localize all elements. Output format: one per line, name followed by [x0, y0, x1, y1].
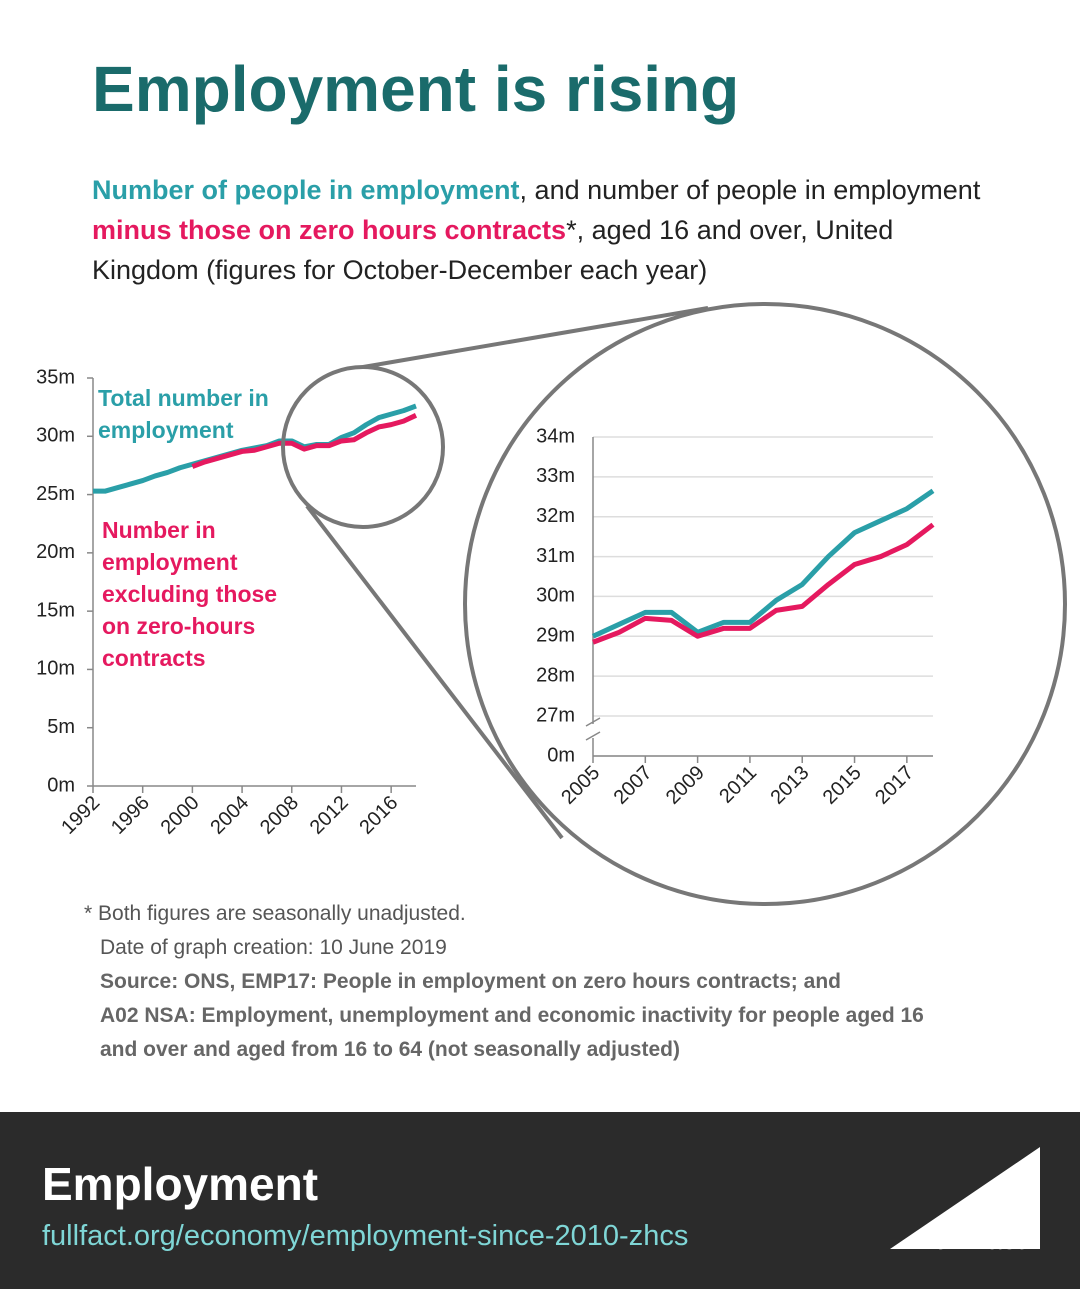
x-tick-label: 2004	[206, 792, 253, 839]
logo	[890, 1147, 1040, 1249]
footer-topic: Employment	[42, 1158, 319, 1210]
y-tick-label: 30m	[36, 425, 75, 447]
y-tick-label: 35m	[36, 366, 75, 388]
source: and over and aged from 16 to 64 (not sea…	[100, 1038, 680, 1061]
x-tick-label: 1992	[57, 792, 104, 839]
y-tick-label: 30m	[536, 585, 575, 607]
y-tick-label: 0m	[547, 744, 575, 766]
zoom-connector	[362, 306, 709, 369]
y-tick-label: 25m	[36, 483, 75, 505]
x-tick-label: 2016	[355, 792, 402, 839]
y-tick-label: 5m	[47, 716, 75, 738]
y-tick-label: 32m	[536, 505, 575, 527]
subtitle-part: minus those on zero hours contracts	[92, 215, 567, 245]
zoom-lens	[281, 365, 445, 529]
subtitle-part: Number of people in employment	[92, 175, 520, 205]
y-tick-label: 0m	[47, 774, 75, 796]
logo-shape	[890, 1147, 1040, 1249]
series-label: Number in employment excluding those on …	[102, 517, 278, 671]
note: * Both figures are seasonally unadjusted…	[84, 902, 466, 925]
x-tick-label: 2008	[256, 792, 303, 839]
footer-url: fullfact.org/economy/employment-since-20…	[42, 1220, 689, 1252]
y-tick-label: 10m	[36, 658, 75, 680]
y-tick-label: 33m	[536, 465, 575, 487]
axis-break	[585, 731, 601, 741]
note: Date of graph creation: 10 June 2019	[100, 936, 447, 959]
subtitle-part: *, aged 16 and over, United Kingdom (fig…	[92, 215, 894, 285]
logo-text: Full Fact	[918, 1224, 1025, 1255]
y-tick-label: 31m	[536, 545, 575, 567]
series-line	[592, 522, 935, 645]
series-line	[191, 413, 418, 469]
zoom-connector	[305, 504, 564, 840]
source: A02 NSA: Employment, unemployment and ec…	[100, 1004, 924, 1027]
x-tick-label: 2012	[306, 792, 353, 839]
y-tick-label: 27m	[536, 704, 575, 726]
zoom-circle	[463, 302, 1067, 906]
series-label: Total number in employment	[98, 385, 269, 443]
series-line	[591, 488, 935, 639]
y-tick-label: 34m	[536, 425, 575, 447]
axis-break	[585, 717, 601, 727]
subtitle: Number of people in employment, and numb…	[92, 170, 992, 290]
title: Employment is rising	[92, 53, 740, 125]
subtitle-part: , and number of people in employment	[519, 175, 981, 205]
footer: Employment fullfact.org/economy/employme…	[0, 1112, 1080, 1289]
y-tick-label: 15m	[36, 599, 75, 621]
y-tick-label: 28m	[536, 664, 575, 686]
x-tick-label: 2000	[157, 792, 204, 839]
y-tick-label: 29m	[536, 625, 575, 647]
x-tick-label: 1996	[107, 792, 154, 839]
y-tick-label: 20m	[36, 541, 75, 563]
source: Source: ONS, EMP17: People in employment…	[100, 970, 841, 993]
